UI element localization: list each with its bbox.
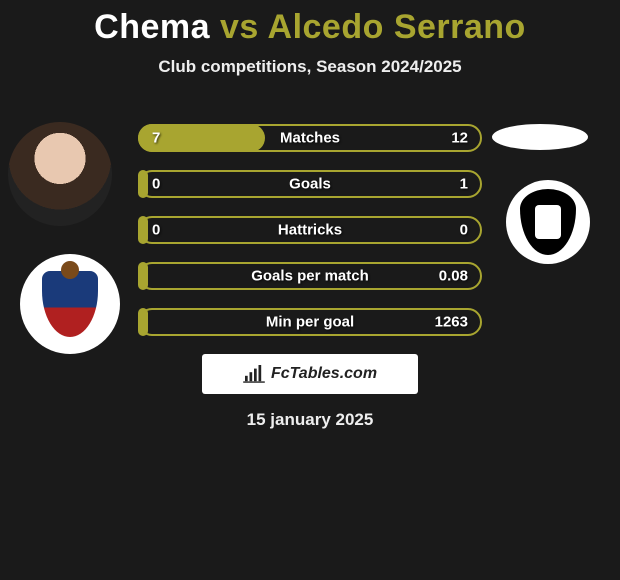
player2-club-logo bbox=[506, 180, 590, 264]
watermark-text: FcTables.com bbox=[271, 365, 377, 383]
date: 15 january 2025 bbox=[247, 410, 374, 430]
bar-right-value: 1 bbox=[460, 176, 468, 193]
bar-fill bbox=[138, 170, 148, 198]
stat-bar-row: 7 Matches 12 bbox=[138, 124, 482, 152]
title-vs: vs bbox=[220, 8, 259, 46]
player1-club-logo bbox=[20, 254, 120, 354]
stat-bars: 7 Matches 12 0 Goals 1 0 Hattricks 0 Goals per ma… bbox=[138, 124, 482, 354]
bar-label: Goals per match bbox=[251, 268, 369, 285]
bar-right-value: 0.08 bbox=[439, 268, 468, 285]
bar-left-value: 7 bbox=[152, 130, 160, 147]
bar-label: Hattricks bbox=[278, 222, 342, 239]
title-player2: Alcedo Serrano bbox=[268, 8, 526, 46]
bar-left-value: 0 bbox=[152, 176, 160, 193]
stat-bar-row: 0 Hattricks 0 bbox=[138, 216, 482, 244]
title-player1: Chema bbox=[94, 8, 210, 46]
page-title: Chema vs Alcedo Serrano bbox=[0, 0, 620, 47]
bar-label: Goals bbox=[289, 176, 331, 193]
bar-fill bbox=[138, 308, 148, 336]
stat-bar-row: 0 Goals 1 bbox=[138, 170, 482, 198]
bar-chart-icon bbox=[243, 365, 265, 383]
watermark: FcTables.com bbox=[202, 354, 418, 394]
subtitle: Club competitions, Season 2024/2025 bbox=[0, 57, 620, 77]
bar-right-value: 12 bbox=[451, 130, 468, 147]
bar-right-value: 0 bbox=[460, 222, 468, 239]
eibar-shield-icon bbox=[42, 271, 98, 337]
stat-bar-row: Min per goal 1263 bbox=[138, 308, 482, 336]
player1-avatar bbox=[8, 122, 112, 226]
bar-left-value: 0 bbox=[152, 222, 160, 239]
bar-fill bbox=[138, 262, 148, 290]
bar-right-value: 1263 bbox=[435, 314, 468, 331]
bar-fill bbox=[138, 216, 148, 244]
bar-label: Matches bbox=[280, 130, 340, 147]
albacete-shield-icon bbox=[520, 189, 576, 255]
stat-bar-row: Goals per match 0.08 bbox=[138, 262, 482, 290]
player2-avatar bbox=[492, 124, 588, 150]
bar-label: Min per goal bbox=[266, 314, 354, 331]
